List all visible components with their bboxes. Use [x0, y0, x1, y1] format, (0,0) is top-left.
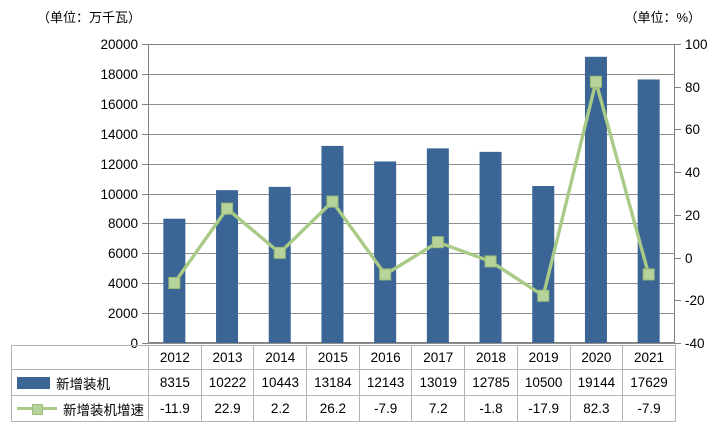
- bar-2013: [216, 190, 239, 343]
- right-axis-tick-label: 40: [685, 165, 700, 180]
- right-axis-tick-label: -20: [685, 293, 705, 308]
- growth-value-cell: 2.2: [253, 395, 308, 422]
- year-cell: 2014: [253, 345, 308, 370]
- growth-value-cell: -1.8: [464, 395, 518, 422]
- line-marker-2021: [642, 268, 655, 281]
- bar-2021: [637, 79, 660, 344]
- capacity-value-cell: 13184: [306, 369, 360, 396]
- growth-value-cell: -7.9: [622, 395, 676, 422]
- line-marker-2017: [431, 236, 444, 249]
- chart-data-table: 2012 2013 2014 2015 2016 2017 2018 2019 2020 2021…: [11, 345, 676, 422]
- right-axis-tick-label: 20: [685, 208, 700, 223]
- bar-legend-swatch-icon: [17, 376, 50, 389]
- year-cell: 2015: [306, 345, 360, 370]
- legend-growth-inner: 新增装机增速: [13, 399, 148, 419]
- capacity-value-cell: 8315: [148, 369, 202, 396]
- left-axis-tick-label: 18000: [100, 67, 138, 82]
- capacity-value-cell: 13019: [411, 369, 466, 396]
- year-cell: 2020: [569, 345, 624, 370]
- left-axis-tick-label: 6000: [108, 246, 138, 261]
- legend-growth-label: 新增装机增速: [63, 402, 144, 418]
- growth-value-cell: 82.3: [569, 395, 624, 422]
- right-axis-unit-label: （单位：%）: [624, 10, 701, 25]
- bar-2019: [532, 186, 555, 343]
- bar-2018: [479, 151, 502, 343]
- legend-growth: 新增装机增速: [11, 395, 149, 422]
- line-marker-2013: [221, 202, 234, 215]
- left-axis-tick-label: 12000: [100, 157, 138, 172]
- growth-value-cell: 22.9: [200, 395, 255, 422]
- year-cell: 2017: [411, 345, 466, 370]
- year-cell: 2012: [148, 345, 202, 370]
- left-axis-tick-label: 20000: [100, 37, 138, 52]
- bar-2015: [321, 145, 344, 343]
- growth-line: [172, 75, 651, 299]
- capacity-value-cell: 19144: [569, 369, 624, 396]
- line-marker-2016: [379, 268, 392, 281]
- right-axis-tick-label: -40: [685, 336, 705, 351]
- growth-value-cell: -7.9: [358, 395, 413, 422]
- capacity-value-cell: 10222: [200, 369, 255, 396]
- year-cell: 2013: [200, 345, 255, 370]
- left-axis-tick-label: 16000: [100, 97, 138, 112]
- year-cell: 2019: [516, 345, 571, 370]
- capacity-value-cell: 10500: [516, 369, 571, 396]
- left-axis-tick-label: 10000: [100, 187, 138, 202]
- left-axis-tick-label: 14000: [100, 127, 138, 142]
- year-cell: 2016: [358, 345, 413, 370]
- line-legend-swatch-icon: [17, 403, 57, 415]
- line-marker-2012: [168, 276, 181, 289]
- line-marker-2014: [273, 246, 286, 259]
- bar-2014: [268, 186, 291, 343]
- capacity-value-cell: 12143: [358, 369, 413, 396]
- bar-2016: [374, 161, 397, 343]
- growth-value-cell: 7.2: [411, 395, 466, 422]
- capacity-value-cell: 10443: [253, 369, 308, 396]
- line-marker-2020: [589, 75, 602, 88]
- capacity-value-cell: 12785: [464, 369, 518, 396]
- left-axis-tick-label: 8000: [108, 216, 138, 231]
- right-axis-tick-label: 100: [685, 37, 708, 52]
- left-axis-tick-label: 2000: [108, 306, 138, 321]
- legend-capacity-label: 新增装机: [56, 376, 110, 392]
- year-cell: 2018: [464, 345, 518, 370]
- table-corner-blank: [11, 345, 149, 370]
- right-axis-tick-label: 80: [685, 80, 700, 95]
- capacity-value-cell: 17629: [622, 369, 676, 396]
- plot-border: [148, 44, 675, 343]
- legend-capacity: 新增装机: [11, 369, 149, 396]
- left-axis-unit-label: （单位：万千瓦）: [37, 10, 142, 25]
- legend-capacity-inner: 新增装机: [13, 373, 148, 393]
- left-axis-tick-label: 4000: [108, 276, 138, 291]
- line-marker-2019: [537, 289, 550, 302]
- growth-value-cell: 26.2: [306, 395, 360, 422]
- growth-value-cell: -17.9: [516, 395, 571, 422]
- growth-value-cell: -11.9: [148, 395, 202, 422]
- right-axis-tick-label: 60: [685, 122, 700, 137]
- bar-2020: [584, 56, 607, 343]
- year-cell: 2021: [622, 345, 676, 370]
- right-axis-tick-label: 0: [685, 251, 693, 266]
- left-axis-tick-label: 0: [130, 336, 138, 351]
- line-marker-2018: [484, 255, 497, 268]
- line-marker-2015: [326, 195, 339, 208]
